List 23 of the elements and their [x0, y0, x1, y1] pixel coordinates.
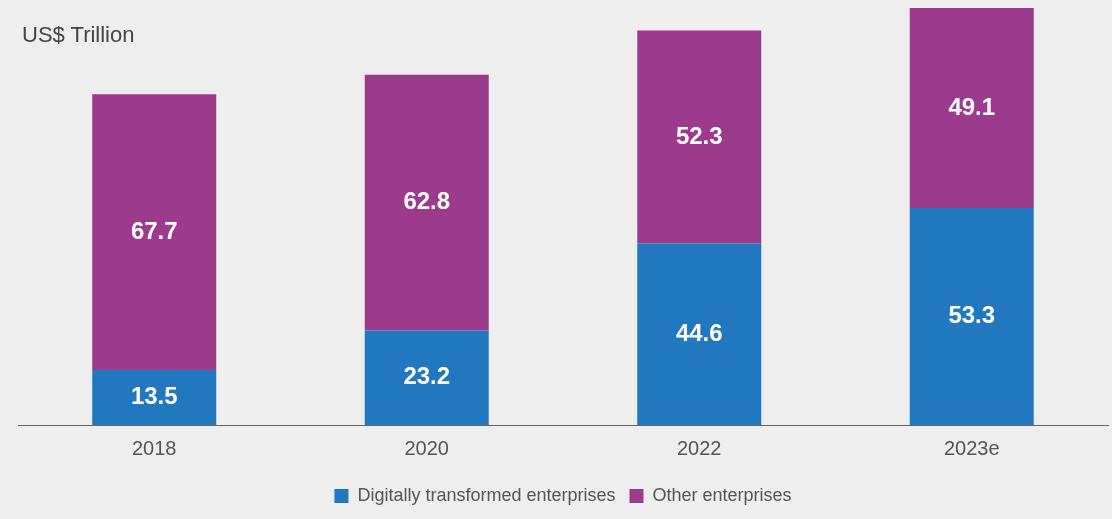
bar: [92, 94, 217, 371]
bar: [637, 30, 762, 244]
bar: [364, 330, 489, 425]
data-label: 52.3: [675, 121, 723, 149]
data-label: 62.8: [403, 187, 451, 215]
bar: [909, 207, 1034, 425]
bar: [364, 74, 489, 331]
x-tick-label: 2022: [677, 436, 722, 459]
data-label: 67.7: [130, 216, 178, 244]
data-label: 23.2: [403, 362, 451, 390]
x-tick-label: 2018: [132, 436, 177, 459]
y-axis-title: US$ Trillion: [22, 22, 135, 48]
bar: [92, 370, 217, 425]
legend-label: Other enterprises: [652, 484, 792, 505]
data-label: 13.5: [130, 382, 178, 410]
bar: [637, 243, 762, 425]
data-label: 44.6: [675, 318, 723, 346]
legend-label: Digitally transformed enterprises: [357, 484, 616, 505]
data-label: 53.3: [948, 301, 996, 329]
x-tick-label: 2023e: [943, 436, 1000, 459]
x-tick-label: 2020: [404, 436, 449, 459]
bar: [909, 8, 1034, 208]
data-label: 49.1: [948, 92, 996, 120]
